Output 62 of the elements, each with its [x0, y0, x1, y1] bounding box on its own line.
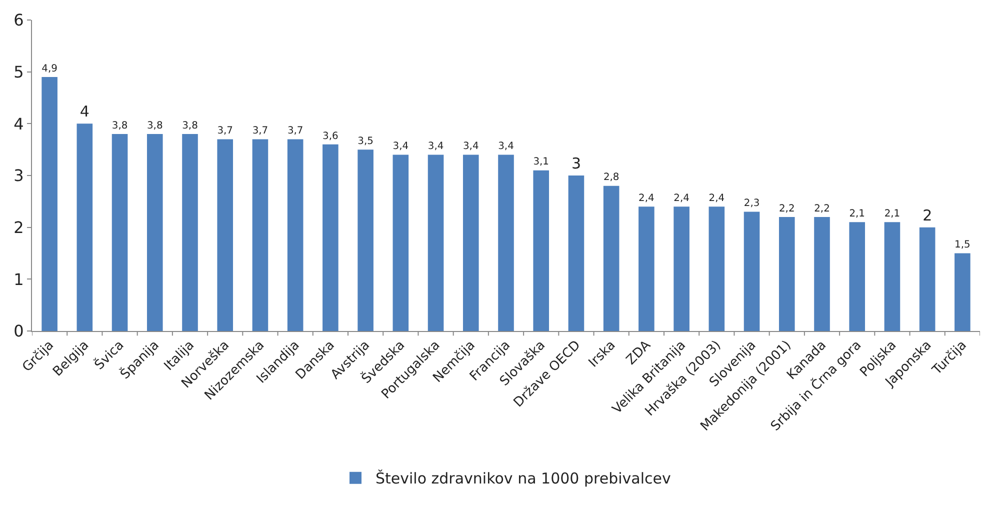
bar [287, 139, 304, 331]
data-label: 2,4 [674, 192, 690, 204]
bar [182, 134, 198, 331]
bar [884, 222, 900, 331]
data-label: 2,3 [744, 198, 760, 210]
bar [954, 253, 970, 331]
bar [919, 227, 936, 331]
bar [533, 170, 550, 331]
y-tick-label: 6 [14, 10, 24, 30]
bar [462, 154, 479, 331]
bar [146, 134, 163, 331]
bar [76, 124, 93, 331]
data-label: 3,7 [252, 126, 268, 137]
data-label: 2,1 [849, 208, 865, 220]
bar [674, 206, 690, 331]
bar [568, 176, 584, 331]
data-label: 2,1 [884, 208, 900, 220]
data-label: 3,4 [498, 141, 514, 152]
bar [778, 216, 795, 331]
data-label: 3,8 [147, 120, 163, 132]
data-label: 2,2 [814, 203, 830, 214]
data-label: 3,8 [182, 120, 198, 132]
data-label: 2,2 [779, 203, 795, 214]
bar [112, 134, 128, 331]
bar [322, 144, 338, 331]
data-label: 3 [571, 154, 581, 172]
data-label: 3,7 [287, 126, 304, 137]
data-label: 3,5 [358, 136, 374, 147]
bar [428, 154, 444, 331]
bar [849, 222, 866, 331]
data-label: 4 [80, 102, 90, 121]
data-label: 2,4 [638, 192, 654, 204]
y-tick-label: 2 [14, 218, 24, 237]
bar [358, 150, 374, 331]
y-tick-label: 0 [14, 322, 24, 341]
data-label: 4,9 [42, 63, 58, 74]
bar [392, 154, 409, 331]
data-label: 2,4 [708, 192, 725, 204]
bar [42, 77, 58, 331]
data-label: 3,4 [392, 141, 409, 152]
data-label: 3,7 [217, 126, 233, 137]
bar [603, 186, 620, 331]
data-label: 3,4 [463, 141, 479, 152]
y-tick-label: 4 [14, 114, 24, 134]
data-label: 1,5 [954, 240, 970, 251]
bar [217, 139, 234, 331]
y-tick-label: 1 [14, 270, 24, 289]
data-label: 2 [922, 206, 932, 224]
data-label: 3,1 [533, 156, 549, 168]
bar [814, 216, 830, 331]
data-label: 3,8 [112, 120, 128, 132]
bar [708, 206, 725, 331]
legend-label: Število zdravnikov na 1000 prebivalcev [376, 470, 671, 488]
bar [252, 139, 268, 331]
bar [744, 212, 760, 331]
bar [498, 154, 514, 331]
y-tick-label: 5 [14, 62, 24, 82]
bar [638, 206, 654, 331]
data-label: 3,6 [322, 130, 338, 142]
data-label: 3,4 [428, 141, 444, 152]
y-tick-label: 3 [14, 166, 24, 186]
data-label: 2,8 [603, 172, 620, 184]
